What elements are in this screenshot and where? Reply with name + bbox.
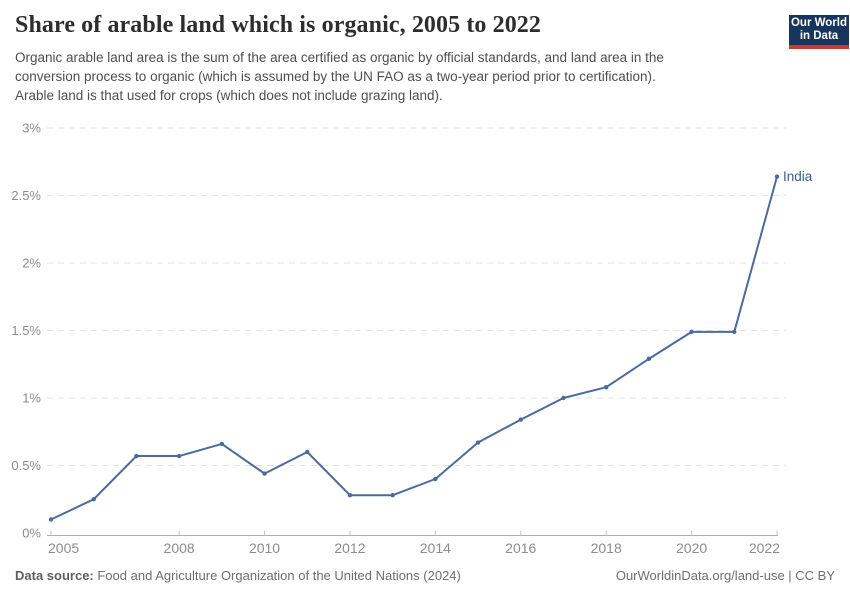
data-source-text: Food and Agriculture Organization of the… (93, 568, 461, 583)
x-axis-tick-label: 2018 (591, 540, 622, 556)
trend-line-india[interactable] (50, 175, 778, 521)
x-axis-tick-label: 2020 (676, 540, 707, 556)
data-source-label: Data source: (15, 568, 94, 583)
y-axis-tick-label: 0% (22, 526, 41, 541)
x-axis-tick-label: 2014 (420, 540, 451, 556)
data-point[interactable] (475, 440, 481, 445)
data-point[interactable] (262, 471, 267, 476)
x-axis-tick-label: 2005 (48, 540, 79, 556)
data-point[interactable] (305, 449, 310, 455)
data-point[interactable] (390, 493, 395, 498)
owid-logo-line1: Our World (790, 17, 847, 29)
x-axis-tick-label: 2022 (749, 540, 780, 556)
entity-label-india[interactable]: India (783, 169, 813, 184)
data-point[interactable] (347, 493, 353, 498)
data-point[interactable] (518, 417, 523, 422)
data-point[interactable] (774, 174, 780, 179)
x-axis-tick-label: 2012 (334, 540, 365, 556)
data-point[interactable] (176, 453, 182, 459)
data-point[interactable] (219, 441, 225, 447)
subtitle-line: Organic arable land area is the sum of t… (15, 50, 664, 65)
data-point[interactable] (603, 385, 609, 390)
chart-title: Share of arable land which is organic, 2… (15, 12, 542, 38)
subtitle-line: Arable land is that used for crops (whic… (15, 88, 443, 103)
data-point[interactable] (48, 517, 54, 522)
chart-header: Share of arable land which is organic, 2… (15, 0, 835, 105)
owid-logo-line2: in Data (799, 30, 839, 42)
y-axis-tick-label: 0.5% (11, 458, 41, 473)
x-axis-tick-label: 2010 (249, 540, 280, 556)
credit-link[interactable]: OurWorldinData.org/land-use | CC BY (615, 568, 835, 583)
chart-footer: Data source: Food and Agriculture Organi… (15, 568, 835, 583)
y-axis-tick-label: 2% (22, 256, 41, 271)
x-axis-tick-label: 2008 (164, 540, 195, 556)
owid-logo[interactable]: Our World in Data (789, 15, 849, 49)
y-axis-tick-label: 2.5% (11, 188, 41, 203)
data-point[interactable] (91, 497, 96, 502)
subtitle-line: conversion process to organic (which is … (15, 69, 656, 84)
data-source-note: Data source: Food and Agriculture Organi… (15, 568, 461, 583)
data-point[interactable] (134, 453, 139, 459)
chart-subtitle: Organic arable land area is the sum of t… (15, 48, 835, 105)
data-point[interactable] (561, 395, 566, 401)
y-axis-tick-label: 1% (22, 391, 41, 406)
data-point[interactable] (433, 476, 438, 482)
data-point[interactable] (646, 356, 652, 362)
y-axis-tick-label: 1.5% (11, 323, 41, 338)
data-point[interactable] (732, 329, 737, 335)
x-axis-tick-label: 2016 (505, 540, 536, 556)
data-point[interactable] (689, 329, 694, 335)
y-axis-tick-label: 3% (22, 121, 41, 136)
